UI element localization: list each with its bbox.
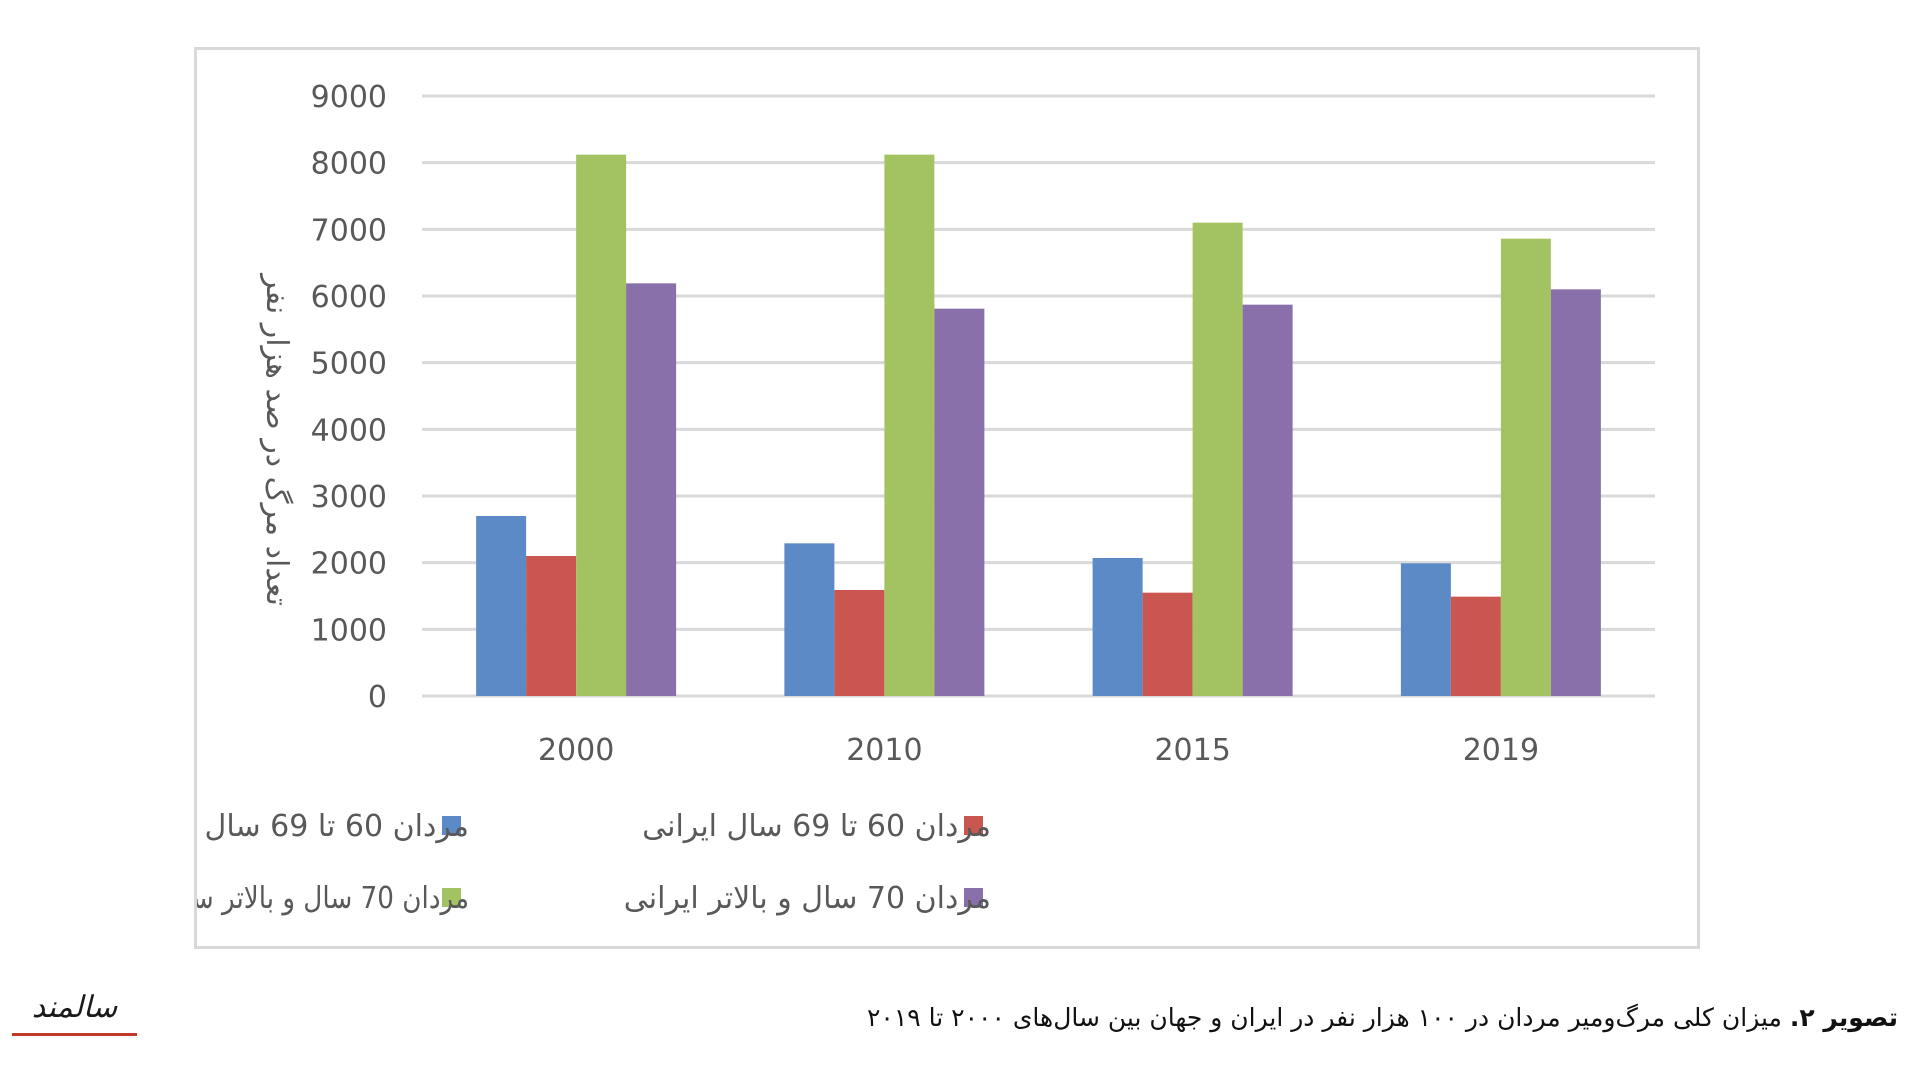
bar [1192,222,1243,696]
bar [834,590,885,696]
legend-swatch [442,888,461,907]
legend-label: مردان 70 سال و بالاتر سال آمارجهانی [197,880,469,916]
bar [1142,592,1193,696]
bar [784,543,835,696]
y-tick-label: 7000 [311,213,387,248]
y-axis-label: تعداد مرگ در صد هزار نفر [259,272,295,606]
legend-label: مردان 60 تا 69 سال آمارجهانی [197,808,469,844]
bar [1400,563,1451,696]
x-tick-label: 2010 [846,733,922,768]
bar [526,556,577,696]
x-tick-label: 2015 [1154,733,1230,768]
y-tick-labels: 0 1000 2000 3000 4000 5000 6000 7000 8000 9000 [311,80,387,715]
legend-swatch [442,816,461,835]
bar [1092,558,1143,696]
y-tick-label: 8000 [311,147,387,182]
legend-swatch [964,888,983,907]
bar [576,154,627,697]
bar [1242,304,1293,696]
chart-frame: 0 1000 2000 3000 4000 5000 6000 7000 8000 9000 20… [194,47,1700,949]
logo-underline [12,1033,137,1036]
salmand-logo: سالمند [12,990,137,1038]
legend-swatch [964,816,983,835]
x-tick-labels: 2000 2010 2015 2019 [538,733,1539,768]
bar [934,308,985,696]
legend-label: مردان 60 تا 69 سال ایرانی [642,809,991,844]
bar-chart: 0 1000 2000 3000 4000 5000 6000 7000 8000 9000 20… [197,80,1655,916]
bar [1500,238,1551,696]
legend: مردان 60 تا 69 سال آمارجهانی مردان 60 تا … [197,808,991,916]
y-tick-label: 1000 [311,613,387,648]
y-tick-label: 4000 [311,413,387,448]
logo-text: سالمند [31,990,118,1025]
figure-caption: تصویر ۲. میزان کلی مرگ‌ومیر مردان در ۱۰۰… [748,1003,1898,1032]
y-tick-label: 3000 [311,480,387,515]
x-tick-label: 2019 [1463,733,1539,768]
bar [476,516,527,696]
caption-text: میزان کلی مرگ‌ومیر مردان در ۱۰۰ هزار نفر… [866,1003,1790,1032]
bar [1450,596,1501,696]
y-tick-label: 6000 [311,280,387,315]
y-tick-label: 0 [368,680,387,715]
x-tick-label: 2000 [538,733,614,768]
bar [626,283,677,696]
bars [476,154,1601,697]
y-tick-label: 9000 [311,80,387,115]
bar [1550,289,1601,696]
bar [884,154,935,697]
legend-label: مردان 70 سال و بالاتر ایرانی [624,881,991,916]
y-tick-label: 5000 [311,347,387,382]
y-tick-label: 2000 [311,547,387,582]
caption-label: تصویر ۲. [1789,1003,1898,1032]
